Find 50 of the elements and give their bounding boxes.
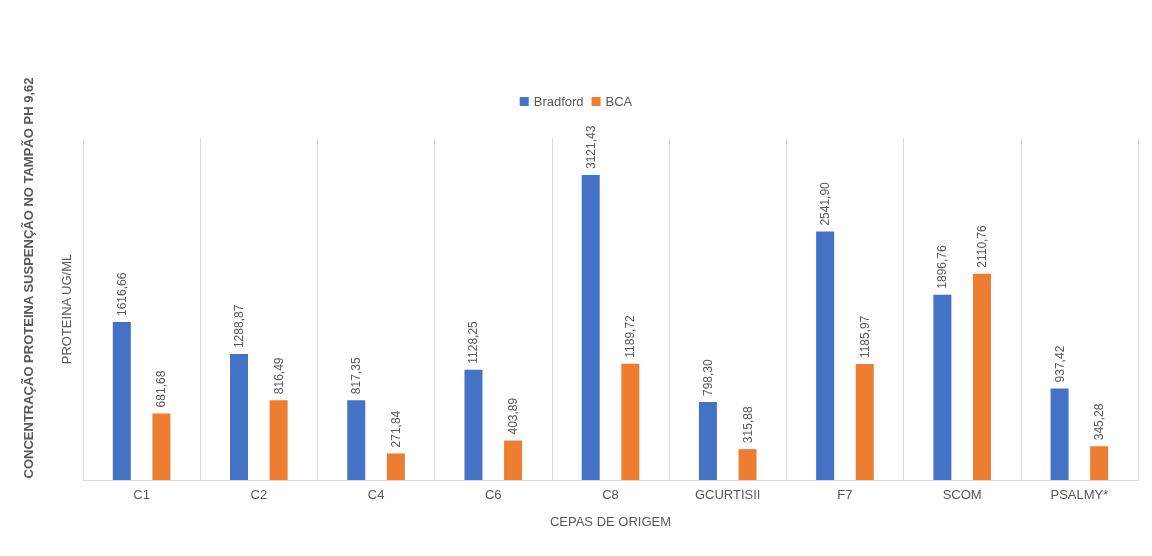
- legend-label: BCA: [605, 94, 633, 109]
- x-tick-label: GCURTISII: [694, 487, 761, 502]
- bar: [698, 401, 717, 480]
- bar: [933, 294, 952, 480]
- bar: [269, 400, 288, 480]
- data-label: 403,89: [506, 397, 521, 435]
- data-label: 1128,25: [466, 320, 481, 364]
- bar: [1050, 388, 1069, 480]
- x-tick-label: C2: [250, 487, 268, 502]
- text: CONCENTRAÇÃO PROTEINA SUSPENÇÃO NO TAMPÃO PH 9,62: [21, 77, 36, 479]
- data-label: 2541,90: [818, 181, 833, 226]
- x-tick-label: C8: [602, 487, 619, 502]
- data-label: 2110,76: [974, 224, 989, 268]
- legend-label: Bradford: [533, 94, 584, 109]
- data-label: 937,42: [1052, 345, 1067, 383]
- data-label: 271,84: [388, 410, 403, 448]
- data-label: 1189,72: [623, 314, 638, 358]
- bar: [972, 273, 991, 480]
- data-label: 3121,43: [583, 125, 598, 169]
- bar: [230, 354, 249, 480]
- data-label: 1896,76: [935, 244, 950, 289]
- data-label: 816,49: [271, 357, 286, 395]
- bar: [581, 174, 600, 480]
- x-tick-label: C6: [484, 487, 502, 502]
- data-label: 798,30: [700, 358, 715, 396]
- data-label: 345,28: [1092, 403, 1107, 441]
- y-axis-title: PROTEINA UG/ML: [59, 253, 74, 365]
- data-label: 681,68: [154, 370, 169, 408]
- bar: [504, 440, 523, 480]
- x-axis-title: CEPAS DE ORIGEM: [549, 514, 672, 529]
- bar: [112, 322, 131, 480]
- bar: [738, 449, 757, 480]
- bar: [386, 453, 405, 480]
- data-label: 1616,66: [114, 272, 129, 317]
- bar: [816, 231, 835, 480]
- x-tick-label: PSALMY*: [1050, 487, 1109, 502]
- x-tick-label: C4: [367, 487, 385, 502]
- bar: [621, 363, 640, 480]
- x-tick-label: C1: [133, 487, 150, 502]
- bar: [347, 400, 366, 480]
- data-label: 817,35: [349, 357, 364, 395]
- bar: [855, 364, 874, 480]
- x-tick-label: SCOM: [942, 487, 982, 502]
- data-label: 315,88: [740, 406, 755, 444]
- data-label: 1288,87: [232, 304, 247, 349]
- bar: [152, 413, 171, 480]
- x-tick-label: F7: [837, 487, 853, 502]
- bar: [1090, 446, 1109, 480]
- data-label: 1185,97: [857, 315, 872, 359]
- bar: [464, 369, 483, 480]
